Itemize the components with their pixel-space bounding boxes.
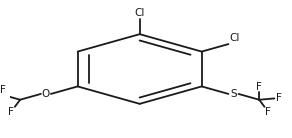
Text: F: F — [256, 82, 262, 92]
Text: F: F — [8, 107, 14, 117]
Text: S: S — [230, 89, 237, 99]
Text: F: F — [265, 107, 271, 117]
Text: F: F — [276, 93, 281, 104]
Text: Cl: Cl — [135, 8, 145, 18]
Text: F: F — [0, 85, 6, 95]
Text: Cl: Cl — [230, 33, 240, 43]
Text: O: O — [42, 89, 50, 99]
